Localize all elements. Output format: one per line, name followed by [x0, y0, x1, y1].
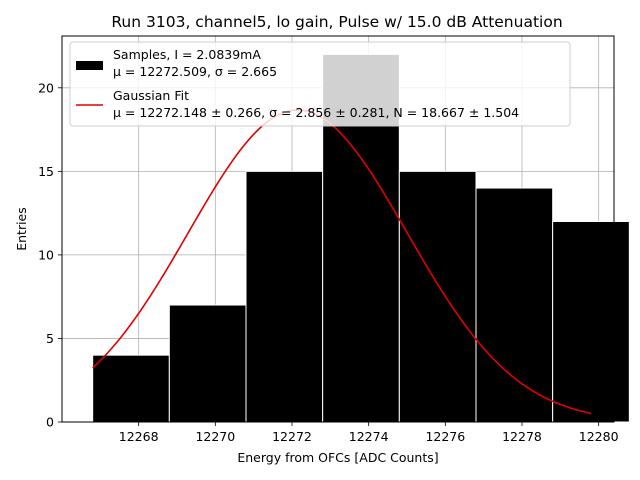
x-axis-ticks: 12268 12270 12272 12274 12276 12278 12280: [119, 422, 619, 444]
y-axis-ticks: 0 5 10 15 20: [38, 80, 62, 430]
legend-samples-label: Samples, I = 2.0839mA: [113, 47, 261, 62]
chart-title: Run 3103, channel5, lo gain, Pulse w/ 15…: [111, 13, 562, 31]
fit-curve: [92, 109, 592, 415]
x-tick-label: 12278: [502, 429, 542, 444]
histogram-bar: [168, 304, 247, 423]
histogram-bar: [245, 170, 324, 423]
histogram-bar: [398, 170, 477, 423]
y-tick-label: 15: [38, 164, 54, 179]
x-axis-label: Energy from OFCs [ADC Counts]: [237, 450, 438, 465]
x-tick-label: 12280: [579, 429, 619, 444]
x-tick-label: 12270: [195, 429, 235, 444]
legend-box: [69, 41, 571, 127]
legend-samples-swatch: [76, 61, 103, 70]
y-axis-label: Entries: [14, 207, 29, 251]
x-tick-label: 12268: [119, 429, 159, 444]
legend-fit-stats: μ = 12272.148 ± 0.266, σ = 2.856 ± 0.281…: [113, 105, 519, 120]
x-tick-label: 12272: [272, 429, 312, 444]
legend: Samples, I = 2.0839mA μ = 12272.509, σ =…: [69, 41, 571, 127]
legend-samples-stats: μ = 12272.509, σ = 2.665: [113, 64, 277, 79]
gaussian-fit: [92, 109, 592, 415]
histogram-bar: [475, 187, 554, 423]
y-tick-label: 5: [46, 331, 54, 346]
y-tick-label: 10: [38, 247, 54, 262]
x-tick-label: 12274: [349, 429, 389, 444]
histogram-bar: [92, 354, 170, 423]
x-tick-label: 12276: [425, 429, 465, 444]
y-tick-label: 0: [46, 415, 54, 430]
legend-fit-label: Gaussian Fit: [113, 88, 189, 103]
plot-frame: [61, 35, 615, 423]
histogram-bar: [552, 220, 630, 423]
y-tick-label: 20: [38, 80, 54, 95]
